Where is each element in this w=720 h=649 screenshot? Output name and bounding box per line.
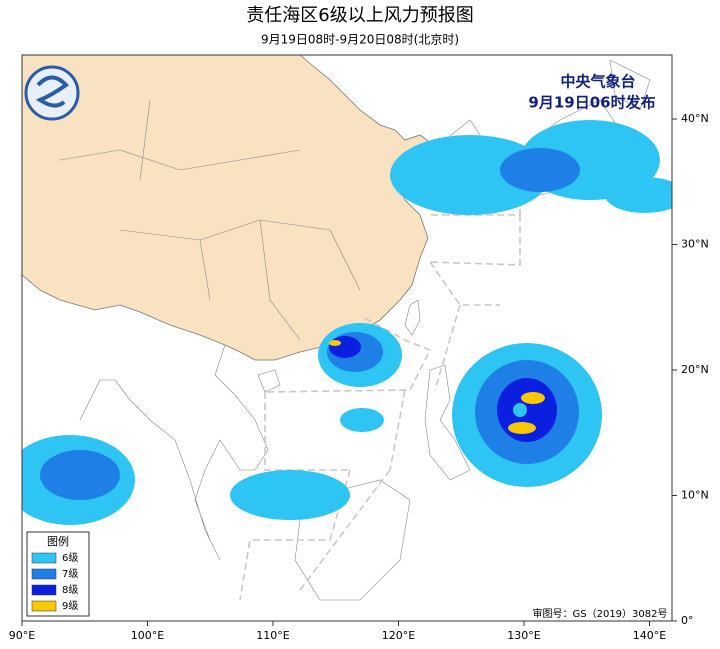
- provinces: [59, 99, 361, 341]
- lat-label: 10°N: [681, 489, 709, 502]
- legend-swatch: [31, 600, 57, 612]
- taiwan: [404, 299, 421, 336]
- wind-area: [500, 148, 580, 192]
- title: 责任海区6级以上风力预报图: [246, 5, 473, 26]
- legend-swatch: [31, 584, 57, 596]
- china-land: [22, 55, 441, 361]
- wind-area: [513, 403, 527, 417]
- wind-area: [230, 470, 350, 520]
- lon-label: 110°E: [256, 629, 289, 642]
- legend-swatch: [31, 568, 57, 580]
- wind-areas: [22, 120, 672, 525]
- lon-label: 120°E: [382, 629, 415, 642]
- legend-label: 8级: [62, 584, 78, 596]
- lon-label: 90°E: [9, 629, 35, 642]
- lat-label: 40°N: [681, 112, 709, 125]
- legend: 图例 6级 7级 8级 9级: [26, 531, 90, 617]
- borneo: [294, 479, 411, 601]
- lon-label: 100°E: [131, 629, 164, 642]
- lon-label: 140°E: [633, 629, 666, 642]
- lat-label: 0°: [681, 614, 694, 627]
- logo-mark: [35, 75, 70, 108]
- wind-area: [605, 177, 672, 213]
- legend-swatch: [31, 552, 57, 564]
- legend-label: 9级: [62, 600, 78, 612]
- issue-time: 9月19日06时发布: [528, 94, 655, 112]
- map-frame: [21, 54, 673, 622]
- map-body: [22, 55, 672, 621]
- hainan: [257, 369, 281, 393]
- agency-name: 中央气象台: [560, 73, 635, 91]
- philippines: [424, 364, 471, 481]
- wind-area: [390, 135, 550, 215]
- lon-label: 130°E: [507, 629, 540, 642]
- wind-area: [508, 422, 536, 434]
- se-asia-land: [79, 344, 269, 561]
- subtitle: 9月19日08时-9月20日08时(北京时): [261, 33, 459, 47]
- lat-label: 20°N: [681, 363, 709, 376]
- wind-area: [521, 392, 545, 404]
- wind-area: [340, 408, 384, 432]
- legend-title: 图例: [47, 534, 69, 548]
- wind-area: [329, 340, 341, 346]
- approval-number: 审图号：GS（2019）3082号: [533, 607, 668, 620]
- legend-label: 7级: [62, 568, 78, 580]
- wind-area: [329, 336, 361, 358]
- lat-label: 30°N: [681, 238, 709, 251]
- sea-area-lines: [239, 179, 521, 601]
- legend-label: 6级: [62, 552, 78, 564]
- wind-area: [40, 450, 120, 500]
